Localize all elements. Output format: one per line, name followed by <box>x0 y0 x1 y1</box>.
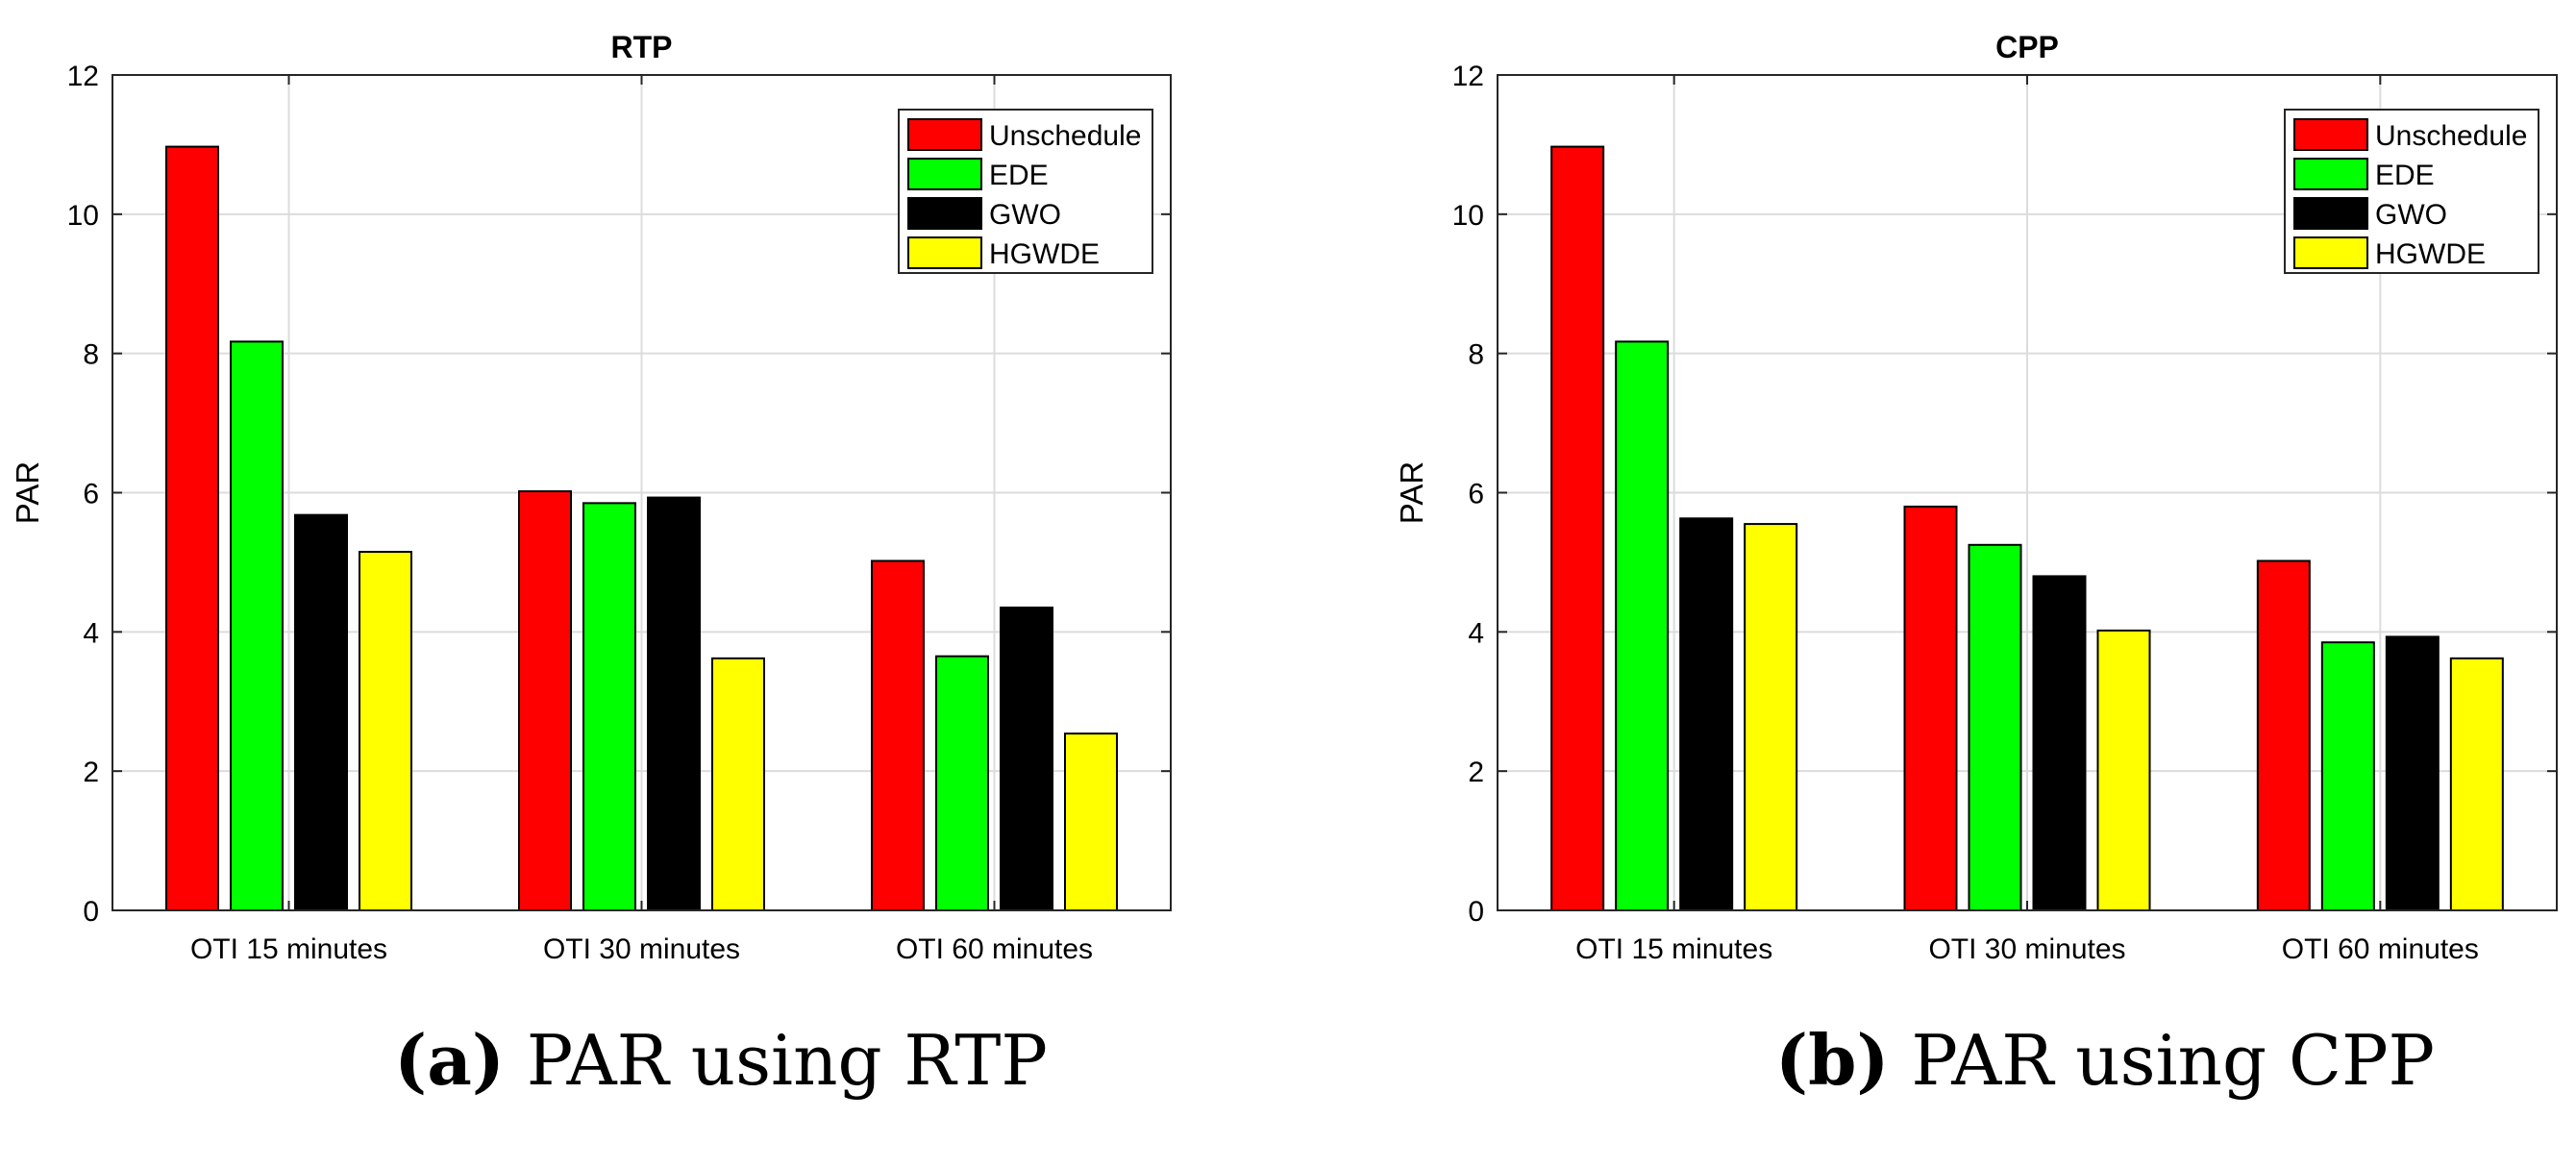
bar-hgwde <box>1064 733 1118 911</box>
legend-label-gwo: GWO <box>989 199 1061 231</box>
x-tick-label: OTI 15 minutes <box>190 933 387 965</box>
y-tick-label: 4 <box>83 617 99 649</box>
x-tick-label: OTI 60 minutes <box>2282 933 2479 965</box>
legend-label-unschedule: Unschedule <box>989 120 1141 152</box>
bar-gwo <box>2032 575 2087 912</box>
caption-b-tag: (b) <box>1775 1019 1890 1101</box>
bar-hgwde <box>711 657 765 912</box>
chart-rtp: 0 2 4 6 8 10 12 OTI 15 minutes OTI 30 minutes OTI… <box>10 30 1172 965</box>
bar-unschedule <box>871 559 925 911</box>
x-tick-label: OTI 30 minutes <box>543 933 740 965</box>
x-tick-label: OTI 30 minutes <box>1928 933 2125 965</box>
legend-label-ede: EDE <box>989 160 1049 191</box>
caption-b-text: PAR using CPP <box>1889 1020 2435 1101</box>
legend-swatch-hgwde <box>907 236 982 269</box>
y-tick-label: 2 <box>83 757 99 788</box>
caption-a: (a) PAR using RTP <box>192 1019 1250 1115</box>
bar-unschedule <box>165 145 219 911</box>
bar-ede <box>1615 340 1670 911</box>
bar-hgwde <box>2449 657 2504 912</box>
legend-label-ede: EDE <box>2375 160 2435 191</box>
bar-unschedule <box>1903 505 1958 911</box>
bar-hgwde <box>359 551 412 911</box>
y-axis-label: PAR <box>10 461 45 524</box>
y-tick-label: 0 <box>1468 896 1484 928</box>
y-tick-label: 6 <box>1468 479 1484 510</box>
bar-ede <box>935 655 989 911</box>
bar-hgwde <box>2096 629 2151 911</box>
bar-ede <box>582 502 636 911</box>
x-tick-label: OTI 15 minutes <box>1575 933 1772 965</box>
y-tick-label: 2 <box>1468 757 1484 788</box>
bar-hgwde <box>1744 523 1798 912</box>
bar-ede <box>2320 641 2375 912</box>
legend-swatch-ede <box>2293 158 2368 190</box>
y-tick-label: 12 <box>67 61 99 92</box>
legend-label-hgwde: HGWDE <box>2375 238 2486 270</box>
legend-swatch-gwo <box>2293 197 2368 230</box>
y-tick-label: 10 <box>67 200 99 232</box>
bar-unschedule <box>518 490 572 911</box>
y-tick-label: 8 <box>83 339 99 371</box>
bar-gwo <box>1000 606 1053 911</box>
bar-unschedule <box>2256 559 2311 911</box>
legend-swatch-unschedule <box>2293 118 2368 151</box>
bar-ede <box>1968 543 2022 911</box>
legend-swatch-gwo <box>907 197 982 230</box>
legend-label-unschedule: Unschedule <box>2375 120 2527 152</box>
caption-a-tag: (a) <box>394 1019 505 1101</box>
bar-gwo <box>647 496 701 911</box>
legend-swatch-ede <box>907 158 982 190</box>
y-tick-label: 6 <box>83 479 99 510</box>
chart-cpp: 0 2 4 6 8 10 12 OTI 15 minutes OTI 30 minutes OTI… <box>1394 30 2558 965</box>
bar-gwo <box>2385 635 2440 912</box>
y-axis-label: PAR <box>1394 461 1429 524</box>
legend-swatch-unschedule <box>907 118 982 151</box>
chart-title: CPP <box>1995 30 2059 64</box>
legend-swatch-hgwde <box>2293 236 2368 269</box>
y-tick-label: 8 <box>1468 339 1484 371</box>
bar-gwo <box>294 513 348 911</box>
caption-a-text: PAR using RTP <box>504 1020 1048 1101</box>
y-tick-label: 10 <box>1452 200 1484 232</box>
y-tick-label: 4 <box>1468 617 1484 649</box>
caption-b: (b) PAR using CPP <box>1576 1019 2576 1115</box>
bar-gwo <box>1679 517 1734 912</box>
legend-label-gwo: GWO <box>2375 199 2447 231</box>
bar-unschedule <box>1550 145 1605 911</box>
y-tick-label: 12 <box>1452 61 1484 92</box>
y-tick-label: 0 <box>83 896 99 928</box>
legend-label-hgwde: HGWDE <box>989 238 1100 270</box>
bar-ede <box>230 340 284 911</box>
x-tick-label: OTI 60 minutes <box>896 933 1093 965</box>
chart-title: RTP <box>611 30 673 64</box>
